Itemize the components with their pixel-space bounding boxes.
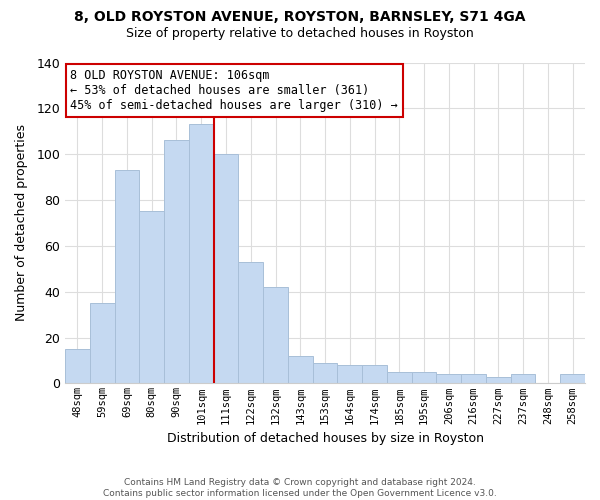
Bar (214, 154, 238, 384)
Bar (511, 374, 535, 384)
Bar (90, 303, 115, 384)
Text: Size of property relative to detached houses in Royston: Size of property relative to detached ho… (126, 28, 474, 40)
Y-axis label: Number of detached properties: Number of detached properties (15, 124, 28, 322)
Bar (436, 374, 461, 384)
Bar (313, 363, 337, 384)
Bar (387, 372, 412, 384)
Bar (486, 376, 511, 384)
X-axis label: Distribution of detached houses by size in Royston: Distribution of detached houses by size … (167, 432, 484, 445)
Bar (560, 374, 585, 384)
Text: Contains HM Land Registry data © Crown copyright and database right 2024.
Contai: Contains HM Land Registry data © Crown c… (103, 478, 497, 498)
Bar (115, 170, 139, 384)
Bar (337, 365, 362, 384)
Bar (164, 140, 189, 384)
Bar (461, 374, 486, 384)
Bar (238, 262, 263, 384)
Bar (263, 287, 288, 384)
Bar (288, 356, 313, 384)
Text: 8, OLD ROYSTON AVENUE, ROYSTON, BARNSLEY, S71 4GA: 8, OLD ROYSTON AVENUE, ROYSTON, BARNSLEY… (74, 10, 526, 24)
Text: 8 OLD ROYSTON AVENUE: 106sqm
← 53% of detached houses are smaller (361)
45% of s: 8 OLD ROYSTON AVENUE: 106sqm ← 53% of de… (70, 69, 398, 112)
Bar (189, 124, 214, 384)
Bar (65, 349, 90, 384)
Bar (412, 372, 436, 384)
Bar (362, 365, 387, 384)
Bar (139, 212, 164, 384)
